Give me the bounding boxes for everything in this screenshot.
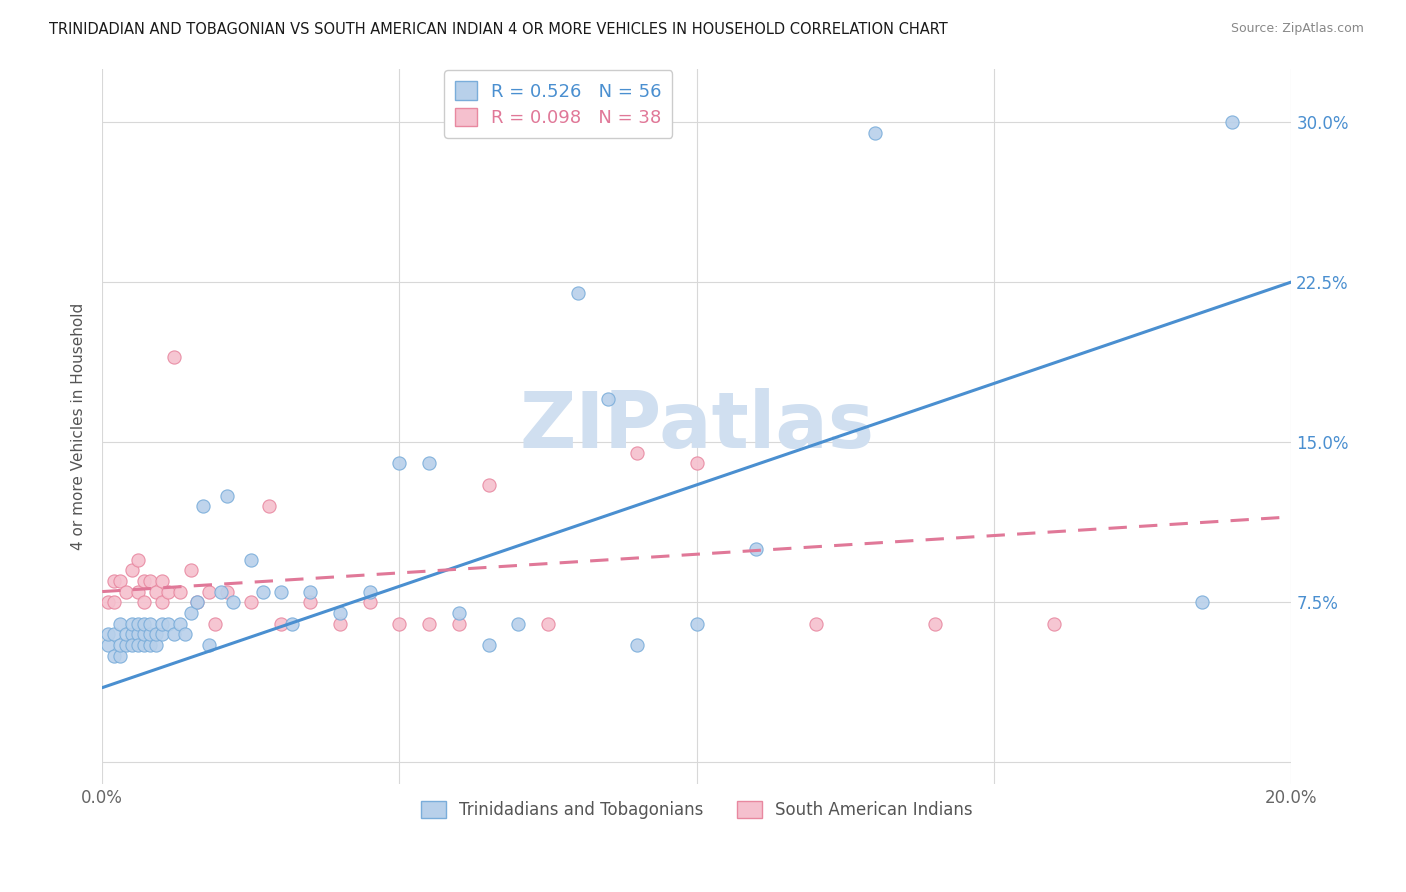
Point <box>97 638 120 652</box>
Point <box>115 584 138 599</box>
Point <box>508 616 530 631</box>
Point <box>121 616 143 631</box>
Point <box>209 584 232 599</box>
Point <box>180 606 202 620</box>
Point <box>169 616 191 631</box>
Point <box>150 616 173 631</box>
Point <box>132 627 155 641</box>
Point <box>567 285 589 300</box>
Point <box>186 595 208 609</box>
Point <box>745 541 768 556</box>
Point <box>121 638 143 652</box>
Point <box>156 584 179 599</box>
Point <box>596 392 619 407</box>
Point <box>626 638 648 652</box>
Point <box>150 627 173 641</box>
Point <box>299 595 322 609</box>
Point <box>108 638 131 652</box>
Point <box>252 584 274 599</box>
Point <box>139 627 162 641</box>
Point <box>103 648 125 663</box>
Point <box>115 627 138 641</box>
Point <box>132 595 155 609</box>
Point <box>239 595 262 609</box>
Point <box>222 595 245 609</box>
Point <box>217 584 239 599</box>
Point <box>359 584 381 599</box>
Point <box>174 627 197 641</box>
Point <box>329 606 352 620</box>
Point <box>127 552 149 566</box>
Point <box>186 595 208 609</box>
Point <box>121 563 143 577</box>
Point <box>145 627 167 641</box>
Point <box>127 638 149 652</box>
Point <box>198 638 221 652</box>
Point <box>156 616 179 631</box>
Point <box>127 584 149 599</box>
Point <box>127 616 149 631</box>
Point <box>132 638 155 652</box>
Point <box>299 584 322 599</box>
Point <box>103 595 125 609</box>
Point <box>103 627 125 641</box>
Point <box>145 584 167 599</box>
Point <box>478 638 501 652</box>
Point <box>626 446 648 460</box>
Point <box>127 627 149 641</box>
Point <box>108 648 131 663</box>
Point <box>924 616 946 631</box>
Point <box>329 616 352 631</box>
Point <box>1191 595 1213 609</box>
Point <box>132 616 155 631</box>
Y-axis label: 4 or more Vehicles in Household: 4 or more Vehicles in Household <box>72 302 86 549</box>
Point <box>108 574 131 588</box>
Point <box>686 457 709 471</box>
Point <box>447 616 470 631</box>
Point <box>103 574 125 588</box>
Point <box>281 616 304 631</box>
Point <box>1220 115 1243 129</box>
Point <box>686 616 709 631</box>
Point <box>478 478 501 492</box>
Point <box>198 584 221 599</box>
Point <box>97 627 120 641</box>
Point <box>359 595 381 609</box>
Point <box>139 616 162 631</box>
Point <box>180 563 202 577</box>
Point <box>804 616 827 631</box>
Point <box>139 574 162 588</box>
Point <box>121 627 143 641</box>
Point <box>150 574 173 588</box>
Point <box>418 457 440 471</box>
Point <box>537 616 560 631</box>
Point <box>388 457 411 471</box>
Point <box>139 638 162 652</box>
Point <box>150 595 173 609</box>
Text: Source: ZipAtlas.com: Source: ZipAtlas.com <box>1230 22 1364 36</box>
Point <box>162 627 184 641</box>
Point <box>132 574 155 588</box>
Point <box>388 616 411 631</box>
Point <box>204 616 226 631</box>
Text: ZIPatlas: ZIPatlas <box>519 388 875 464</box>
Point <box>270 616 292 631</box>
Point <box>418 616 440 631</box>
Point <box>108 616 131 631</box>
Point <box>239 552 262 566</box>
Legend: Trinidadians and Tobagonians, South American Indians: Trinidadians and Tobagonians, South Amer… <box>415 794 980 825</box>
Point <box>162 350 184 364</box>
Point <box>1042 616 1064 631</box>
Point <box>217 489 239 503</box>
Point <box>169 584 191 599</box>
Point <box>257 499 280 513</box>
Point <box>447 606 470 620</box>
Point <box>115 638 138 652</box>
Point <box>193 499 215 513</box>
Point <box>270 584 292 599</box>
Point <box>863 126 886 140</box>
Point <box>145 638 167 652</box>
Text: TRINIDADIAN AND TOBAGONIAN VS SOUTH AMERICAN INDIAN 4 OR MORE VEHICLES IN HOUSEH: TRINIDADIAN AND TOBAGONIAN VS SOUTH AMER… <box>49 22 948 37</box>
Point <box>97 595 120 609</box>
